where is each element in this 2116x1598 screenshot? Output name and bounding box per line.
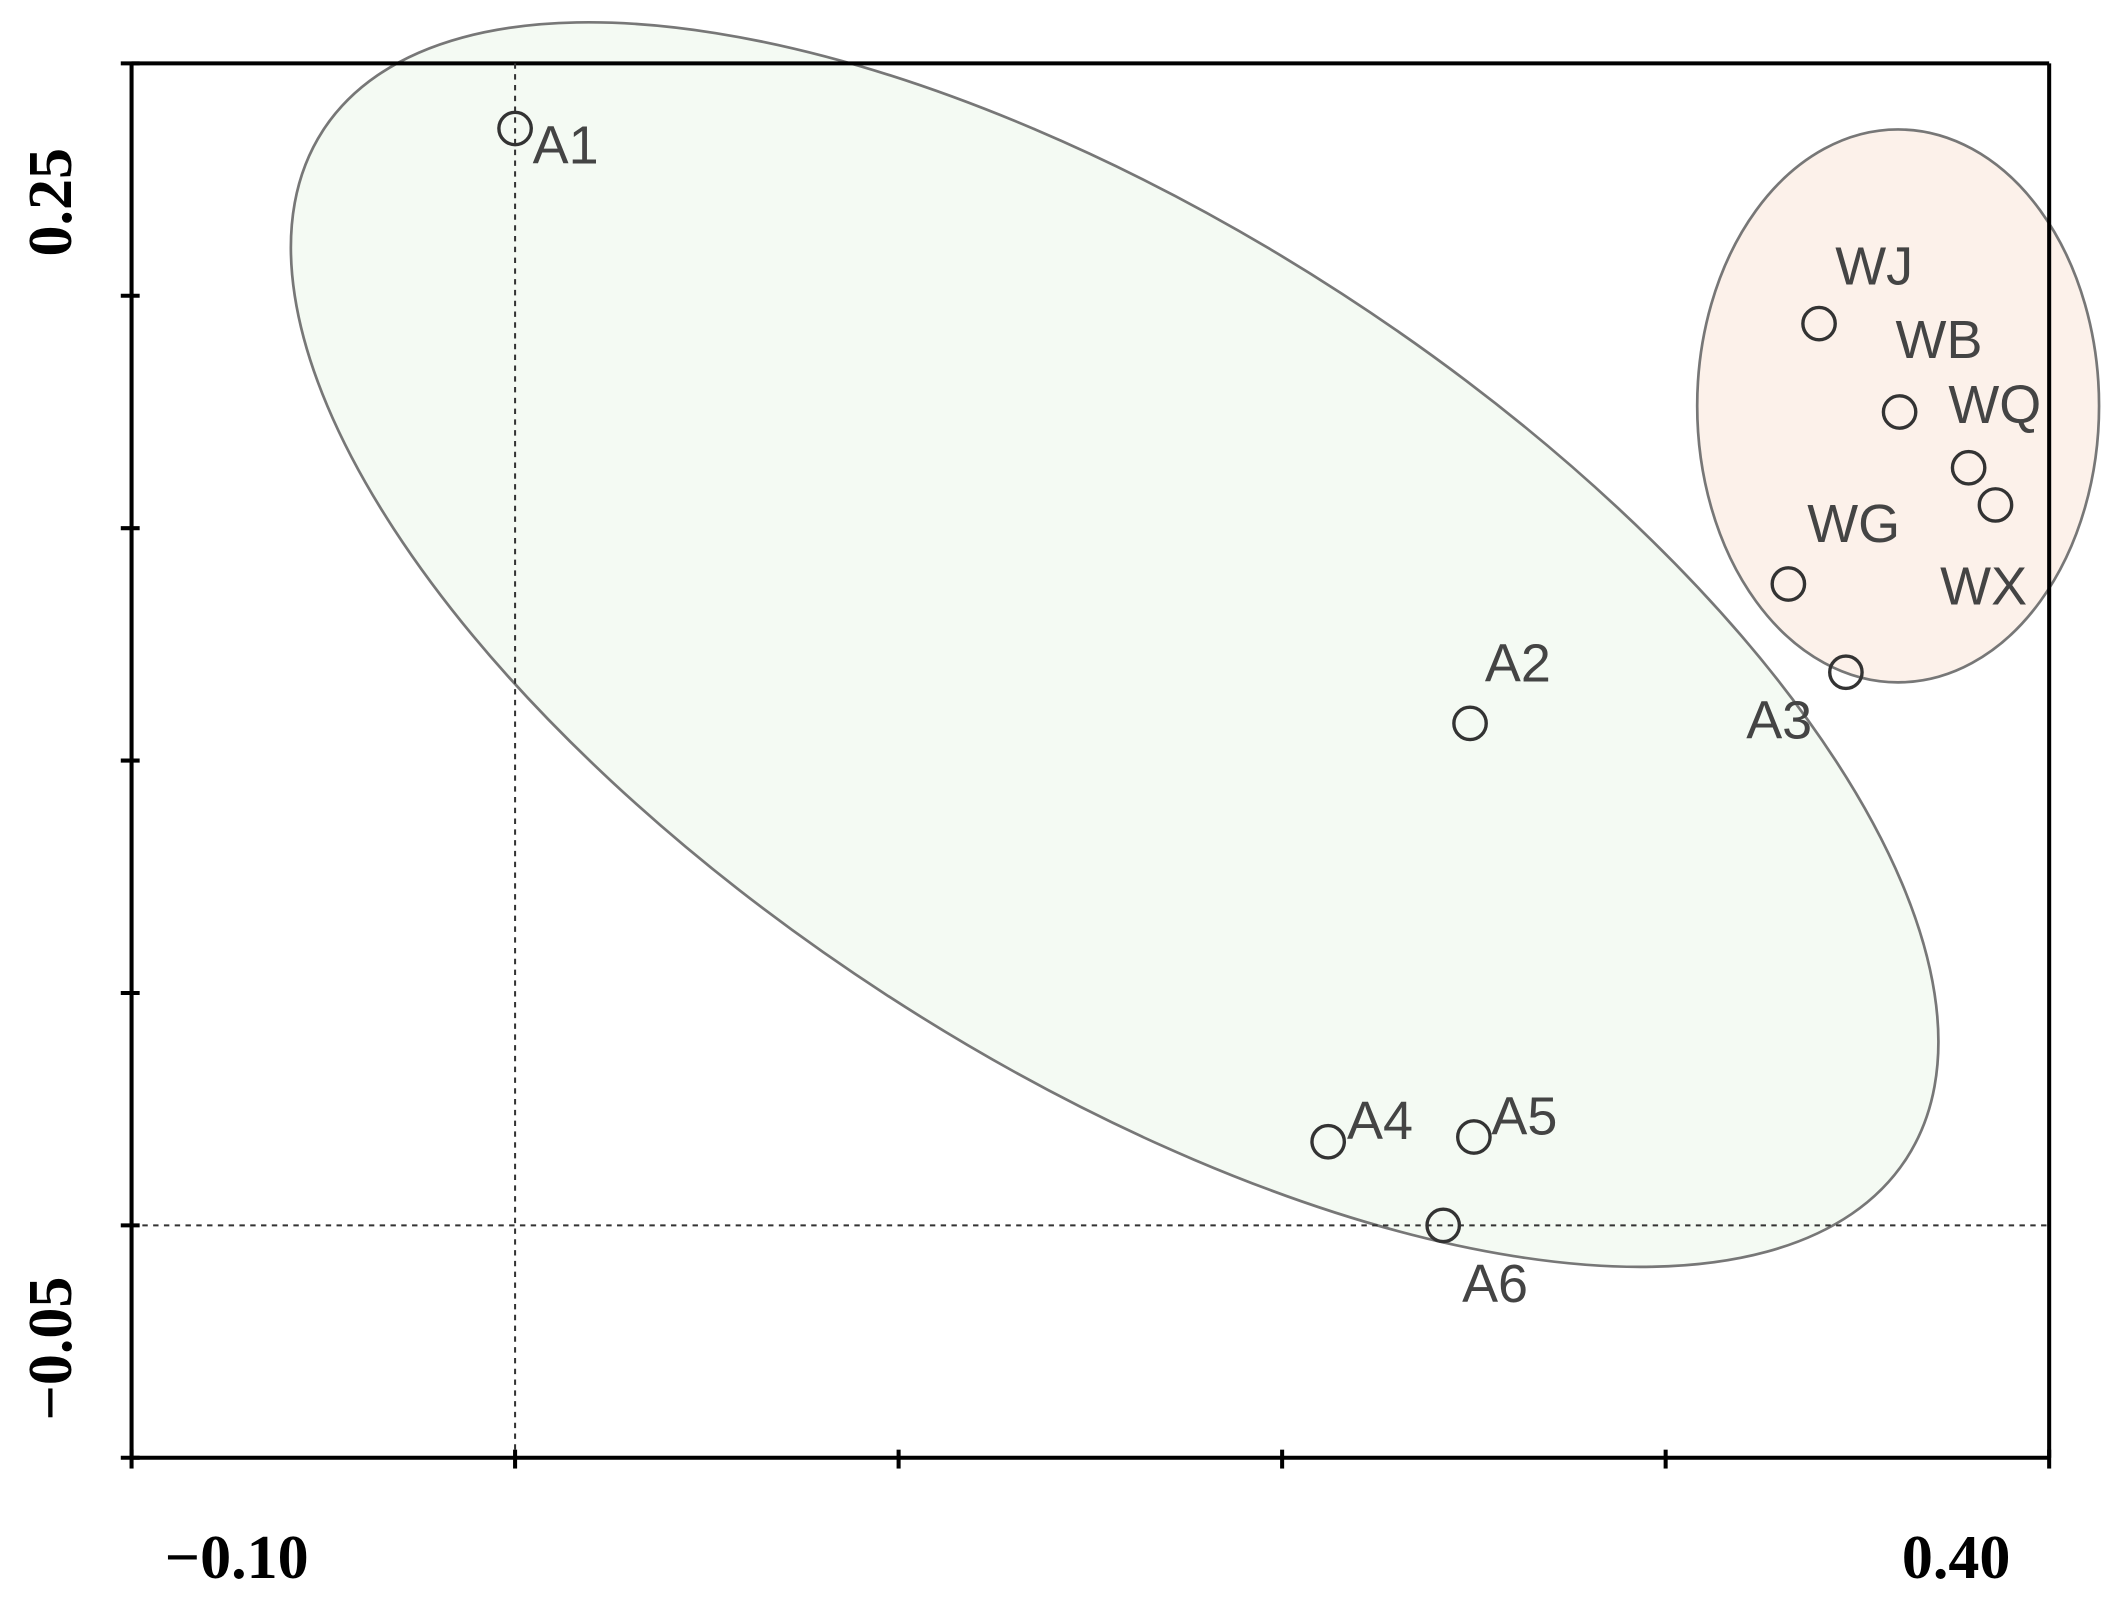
point xyxy=(1950,449,1987,486)
point-label: WG xyxy=(1807,494,1900,554)
point-label: A1 xyxy=(533,116,599,176)
point xyxy=(1828,654,1864,691)
point-label: A4 xyxy=(1347,1091,1413,1151)
point-label: WJ xyxy=(1835,237,1913,297)
point-label: A2 xyxy=(1485,634,1551,694)
point xyxy=(1881,394,1918,430)
point-label: A6 xyxy=(1462,1254,1528,1314)
x-tick-label: −0.10 xyxy=(165,1524,309,1592)
point xyxy=(1770,566,1807,602)
point xyxy=(1310,1123,1347,1160)
point xyxy=(1456,1119,1492,1155)
point-label: WX xyxy=(1940,557,2027,617)
y-tick-label: −0.05 xyxy=(17,1277,85,1421)
group-ellipse xyxy=(1695,128,2101,684)
point xyxy=(1977,487,2014,523)
point xyxy=(1425,1207,1462,1244)
x-tick-label: 0.40 xyxy=(1902,1524,2011,1592)
point xyxy=(1452,705,1488,742)
group-ellipse xyxy=(289,20,1940,1269)
point xyxy=(497,110,533,147)
point-label: WB xyxy=(1896,310,1983,370)
point xyxy=(1801,305,1837,342)
y-tick-label: 0.25 xyxy=(17,148,85,257)
point-label: A5 xyxy=(1491,1086,1557,1146)
point-label: A3 xyxy=(1746,690,1812,750)
point-label: WQ xyxy=(1948,375,2041,435)
